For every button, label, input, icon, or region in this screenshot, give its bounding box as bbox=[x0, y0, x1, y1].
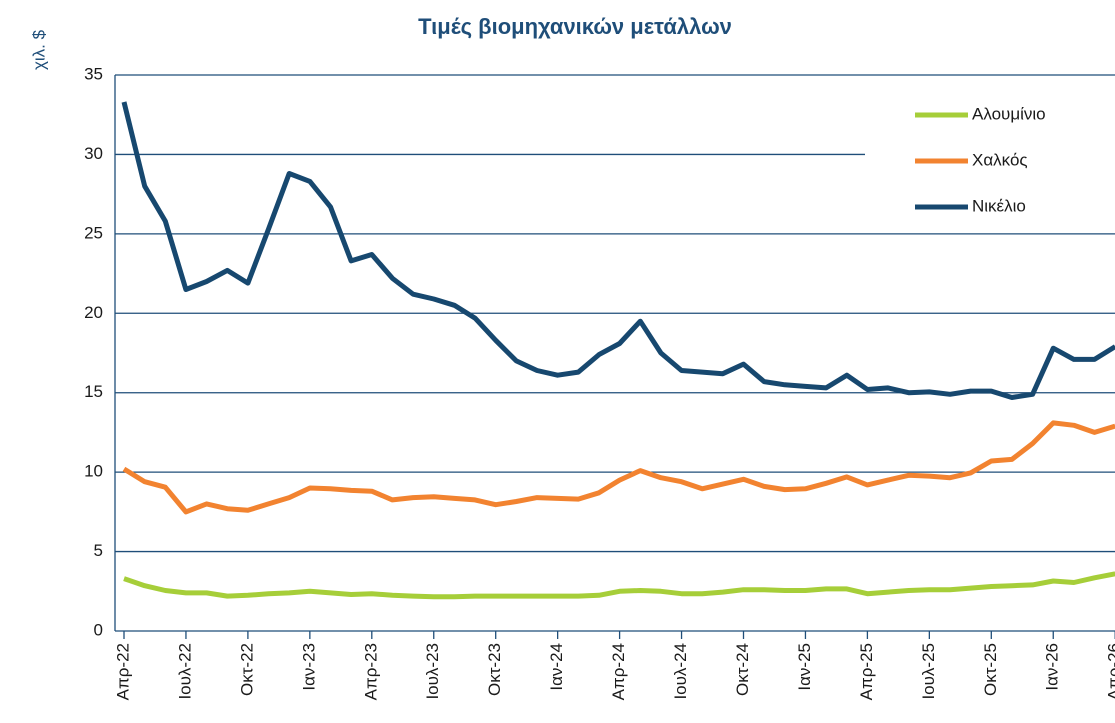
x-tick-label: Ιαν-26 bbox=[1043, 643, 1062, 691]
x-tick-label: Ιαν-25 bbox=[795, 643, 814, 691]
x-tick-label: Οκτ-25 bbox=[981, 643, 1000, 696]
series-line bbox=[122, 420, 1115, 515]
chart-title: Τιμές βιομηχανικών μετάλλων bbox=[418, 14, 732, 39]
x-tick-label: Ιαν-23 bbox=[299, 643, 318, 691]
y-tick-label: 20 bbox=[84, 303, 103, 322]
y-axis-label: χιλ. $ bbox=[29, 29, 48, 70]
series-line bbox=[123, 571, 1115, 600]
y-tick-label: 10 bbox=[84, 462, 103, 481]
x-tick-label: Απρ-23 bbox=[361, 643, 380, 700]
y-tick-label: 5 bbox=[94, 541, 103, 560]
x-tick-label: Οκτ-23 bbox=[485, 643, 504, 696]
y-tick-label: 25 bbox=[84, 223, 103, 242]
series-line bbox=[121, 101, 1115, 400]
y-tick-label: 35 bbox=[84, 64, 103, 83]
x-tick-label: Απρ-24 bbox=[609, 643, 628, 700]
x-tick-label: Οκτ-22 bbox=[237, 643, 256, 696]
x-tick-label: Ιαν-24 bbox=[547, 643, 566, 691]
x-tick-label: Ιουλ-24 bbox=[671, 643, 690, 700]
legend-label: Χαλκός bbox=[972, 150, 1028, 169]
x-tick-label: Απρ-25 bbox=[857, 643, 876, 700]
y-tick-label: 0 bbox=[94, 620, 103, 639]
y-tick-label: 15 bbox=[84, 382, 103, 401]
y-tick-label: 30 bbox=[84, 144, 103, 163]
x-tick-label: Απρ-22 bbox=[113, 643, 132, 700]
x-tick-label: Απρ-26 bbox=[1105, 643, 1115, 700]
x-tick-label: Ιουλ-25 bbox=[919, 643, 938, 700]
legend-box bbox=[865, 95, 1115, 225]
legend-label: Αλουμίνιο bbox=[972, 104, 1046, 123]
x-tick-label: Ιουλ-22 bbox=[175, 643, 194, 700]
legend-label: Νικέλιο bbox=[972, 196, 1026, 215]
x-tick-label: Ιουλ-23 bbox=[423, 643, 442, 700]
x-tick-label: Οκτ-24 bbox=[733, 643, 752, 696]
